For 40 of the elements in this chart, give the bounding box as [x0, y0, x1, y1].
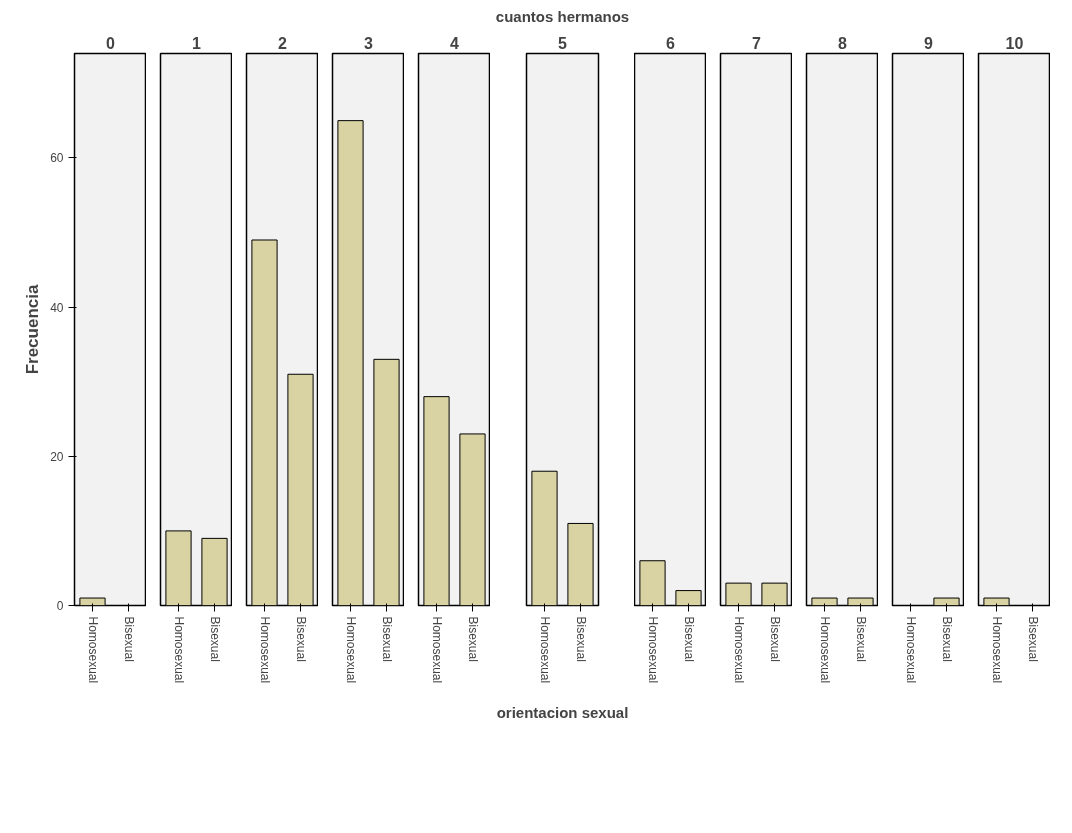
x-tick-label: Bisexual — [293, 616, 308, 662]
x-tick-label: Homosexual — [537, 616, 552, 684]
y-tick-label: 60 — [50, 151, 64, 166]
chart-title: 4 — [450, 34, 460, 52]
x-tick-label: Homosexual — [85, 616, 100, 684]
x-tick-label: Homosexual — [817, 616, 832, 684]
x-tick-label: Homosexual — [989, 616, 1004, 684]
x-tick-label: Homosexual — [645, 616, 660, 684]
x-tick-label: Bisexual — [207, 616, 222, 662]
x-tick-label: Homosexual — [429, 616, 444, 684]
x-tick-label: Bisexual — [853, 616, 868, 662]
chart-title: 8 — [838, 34, 848, 52]
x-tick-label: Bisexual — [681, 616, 696, 662]
chart-title: 6 — [666, 34, 676, 52]
x-tick-label: Bisexual — [121, 616, 136, 662]
chart-title: 10 — [1005, 34, 1024, 52]
y-tick-label: 0 — [56, 599, 64, 613]
x-tick-label: Bisexual — [939, 616, 954, 662]
chart-title: 9 — [924, 34, 934, 52]
x-tick-label: Bisexual — [379, 616, 394, 662]
chart-title: 0 — [106, 34, 116, 52]
x-tick-label: Bisexual — [573, 616, 588, 662]
y-axis-title: Frecuencia — [23, 284, 43, 375]
y-tick-label: 40 — [50, 300, 64, 315]
y-tick-label: 20 — [50, 449, 64, 464]
text: cuantos hermanos — [495, 7, 630, 25]
x-tick-label: Bisexual — [767, 616, 782, 662]
chart-title: 2 — [278, 34, 288, 52]
chart-title: 1 — [192, 34, 202, 52]
x-tick-label: Homosexual — [731, 616, 746, 684]
x-tick-label: Homosexual — [343, 616, 358, 684]
x-tick-label: Homosexual — [903, 616, 918, 684]
x-tick-label: Bisexual — [465, 616, 480, 662]
x-tick-label: Homosexual — [171, 616, 186, 684]
x-tick-label: Homosexual — [257, 616, 272, 684]
chart-title: 3 — [364, 34, 374, 52]
chart-title: 7 — [752, 34, 762, 52]
chart-title: 5 — [558, 34, 568, 52]
x-tick-label: Bisexual — [1025, 616, 1040, 662]
x-axis-title: orientacion sexual — [496, 704, 629, 722]
